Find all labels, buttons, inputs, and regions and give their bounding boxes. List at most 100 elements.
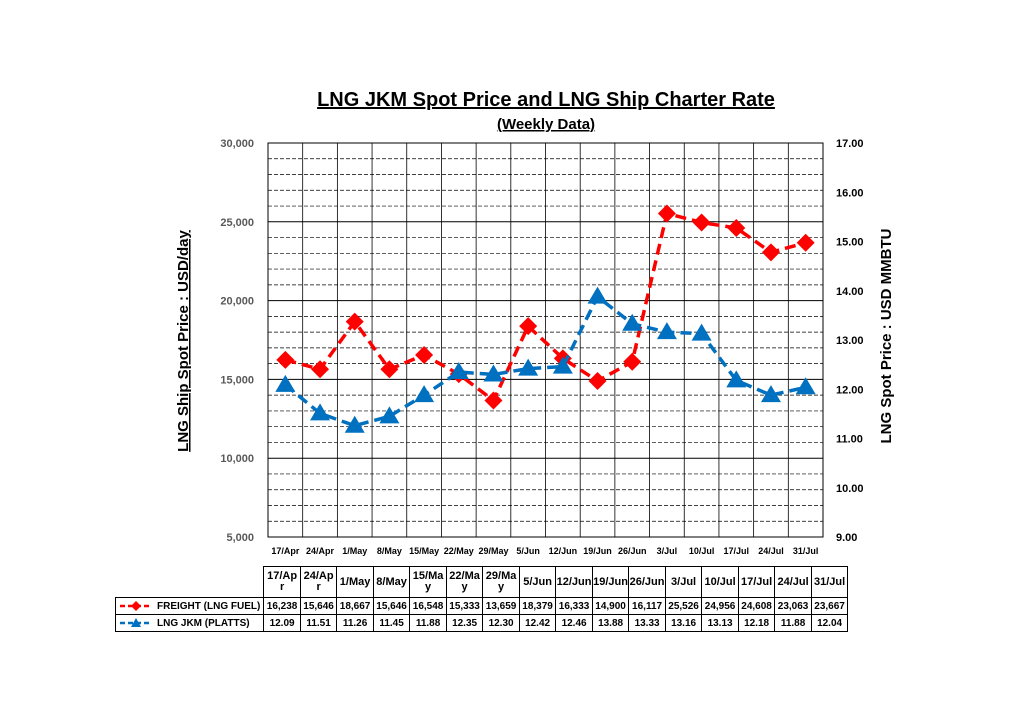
table-header-cell: 8/May: [372, 566, 411, 598]
table-value-cell: 23,063: [774, 597, 812, 615]
table-value-cell: 12.18: [737, 614, 776, 632]
y-tick-label: 10,000: [220, 453, 254, 465]
plot-frame: [267, 142, 824, 538]
table-value-cell: 11.51: [299, 614, 338, 632]
table-header-cell: 19/Jun: [591, 566, 630, 598]
freight-point: [623, 352, 642, 371]
table-value-cell: 16,117: [628, 597, 666, 615]
x-tick-label: 19/Jun: [583, 546, 612, 556]
table-value-cell: 11.88: [409, 614, 447, 632]
freight-point: [415, 346, 434, 365]
table-value-cell: 16,548: [409, 597, 447, 615]
x-tick-label: 24/Jul: [758, 546, 784, 556]
jkm-point: [414, 385, 435, 403]
table-value-cell: 12.30: [482, 614, 520, 632]
table-value-cell: 18,379: [518, 597, 557, 615]
jkm-point: [795, 377, 816, 395]
y2-tick-label: 14.00: [836, 286, 864, 298]
chart-subtitle: (Weekly Data): [497, 116, 595, 133]
jkm-point: [448, 362, 469, 380]
jkm-point: [483, 364, 504, 382]
table-value-cell: 12.46: [555, 614, 593, 632]
freight-point: [588, 371, 607, 390]
freight-point: [276, 350, 295, 369]
jkm-point: [552, 356, 573, 374]
y2-tick-label: 13.00: [836, 335, 864, 347]
freight-point: [692, 213, 711, 232]
jkm-point: [379, 406, 400, 424]
x-tick-label: 22/May: [444, 546, 474, 556]
table-header-cell: 15/Ma y: [409, 566, 447, 598]
table-header-cell: 12/Jun: [555, 566, 593, 598]
table-value-cell: 23,667: [810, 597, 849, 615]
table-value-cell: 15,333: [445, 597, 484, 615]
table-value-cell: 14,900: [591, 597, 630, 615]
table-value-cell: 13.88: [591, 614, 630, 632]
table-value-cell: 13.13: [701, 614, 739, 632]
x-tick-label: 8/May: [377, 546, 402, 556]
x-tick-label: 24/Apr: [306, 546, 335, 556]
series-name: FREIGHT (LNG FUEL): [157, 600, 261, 612]
legend-triangle-icon: [120, 617, 152, 627]
freight-point: [796, 233, 815, 252]
jkm-point: [518, 358, 539, 376]
y2-tick-label: 11.00: [836, 434, 863, 446]
table-header-cell: 22/Ma y: [445, 566, 484, 598]
plot-grid: [267, 142, 824, 538]
x-tick-label: 1/May: [342, 546, 367, 556]
y-tick-label: 5,000: [226, 532, 254, 544]
table-value-cell: 24,608: [737, 597, 776, 615]
x-tick-label: 17/Jul: [724, 546, 750, 556]
table-value-cell: 16,238: [263, 597, 301, 615]
table-header-cell: 3/Jul: [664, 566, 703, 598]
freight-point: [657, 204, 676, 223]
table-value-cell: 13,659: [482, 597, 520, 615]
y-tick-label: 30,000: [220, 138, 254, 150]
table-value-cell: 18,667: [336, 597, 374, 615]
freight-point: [727, 218, 746, 237]
y2-tick-label: 17.00: [836, 138, 864, 150]
table-row: FREIGHT (LNG FUEL) 16,238 15,646 18,667 15,6…: [114, 597, 849, 615]
jkm-point: [691, 323, 712, 341]
x-tick-label: 10/Jul: [689, 546, 715, 556]
table-value-cell: 11.26: [336, 614, 374, 632]
table-header-cell: 17/Ap r: [263, 566, 301, 598]
jkm-point: [275, 374, 296, 392]
freight-point: [761, 243, 780, 262]
x-tick-label: 15/May: [409, 546, 439, 556]
table-value-cell: 15,646: [299, 597, 338, 615]
axis-ticks: 30,000 25,000 20,000 15,000 10,000 5,000 17.00…: [220, 138, 863, 556]
table-value-cell: 24,956: [701, 597, 739, 615]
y2-tick-label: 12.00: [836, 384, 864, 396]
table-header-cell: 10/Jul: [701, 566, 739, 598]
jkm-point: [310, 403, 331, 421]
freight-point: [345, 312, 364, 331]
table-value-cell: 11.88: [774, 614, 812, 632]
y2-tick-label: 15.00: [836, 237, 864, 249]
table-value-cell: 11.45: [372, 614, 411, 632]
table-value-cell: 12.09: [263, 614, 301, 632]
table-header-cell: 24/Ap r: [299, 566, 338, 598]
table-value-cell: 12.04: [810, 614, 849, 632]
freight-point: [311, 360, 330, 379]
jkm-point: [622, 313, 643, 331]
y-tick-label: 25,000: [220, 217, 254, 229]
table-header-cell: 1/May: [336, 566, 374, 598]
table-header-cell: 24/Jul: [774, 566, 812, 598]
data-table: 17/Ap r 24/Ap r 1/May 8/May 15/Ma y 22/Ma y 29/Ma y…: [114, 566, 849, 632]
jkm-point: [726, 370, 747, 388]
chart-title: LNG JKM Spot Price and LNG Ship Charter …: [317, 89, 775, 111]
table-header-cell: 5/Jun: [518, 566, 557, 598]
table-header-cell: 26/Jun: [628, 566, 666, 598]
y-tick-label: 15,000: [220, 374, 254, 386]
jkm-point: [587, 286, 608, 304]
x-tick-label: 17/Apr: [271, 546, 300, 556]
jkm-point: [344, 415, 365, 433]
x-tick-label: 26/Jun: [618, 546, 647, 556]
y2-tick-label: 10.00: [836, 483, 864, 495]
table-header-cell: 29/Ma y: [482, 566, 520, 598]
jkm-point: [656, 322, 677, 340]
legend-diamond-icon: [120, 600, 152, 611]
y2-axis-label: LNG Spot Price : USD MMBTU: [878, 228, 895, 443]
